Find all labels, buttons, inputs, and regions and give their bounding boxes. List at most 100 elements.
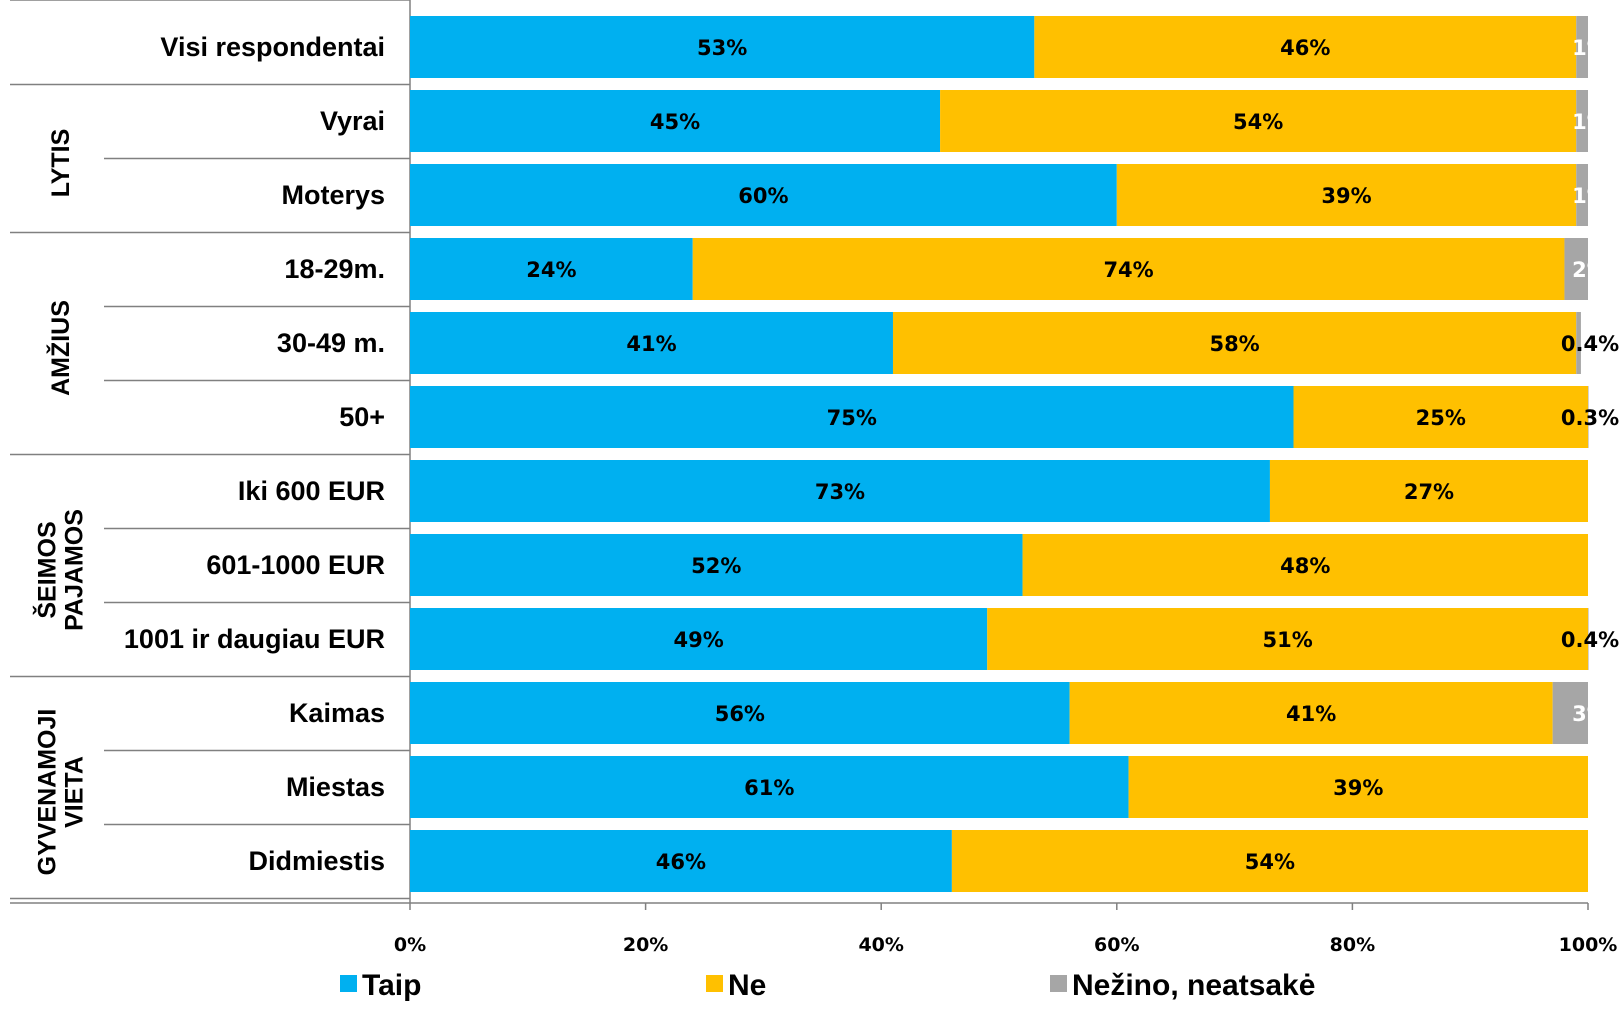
bar-ne-30-49-m: [892, 312, 1577, 374]
bar-taip-moterys: [410, 164, 1117, 226]
bar-taip-didmiestis: [410, 830, 952, 892]
value-label-ne-kaimas: 41%: [1286, 702, 1336, 726]
group-labels: LYTIS AMŽIUS ŠEIMOS PAJAMOS GYVENAMOJI VIETA: [32, 129, 89, 876]
value-label-ne-moterys: 39%: [1321, 184, 1371, 208]
bar-ne-didmiestis: [951, 830, 1588, 892]
value-label-taip-30-49-m: 41%: [626, 332, 676, 356]
category-label-18-29m: 18-29m.: [284, 254, 385, 284]
value-label-nezino-neatsake-vyrai: 1%: [1572, 110, 1608, 134]
bar-ne-1001-ir-daugiau-eur: [987, 608, 1588, 670]
bar-ne-moterys: [1116, 164, 1577, 226]
value-label-taip-visi-respondentai: 53%: [697, 36, 747, 60]
bar-taip-visi-respondentai: [410, 16, 1035, 78]
value-label-ne-50: 25%: [1416, 406, 1466, 430]
value-label-taip-miestas: 61%: [744, 776, 794, 800]
bar-ne-miestas: [1128, 756, 1588, 818]
category-labels: Visi respondentai Vyrai Moterys 18-29m. 30-4…: [124, 32, 385, 876]
bar-nezino-neatsake-visi-respondentai: [1576, 16, 1588, 78]
value-label-ne-visi-respondentai: 46%: [1280, 36, 1330, 60]
bar-ne-visi-respondentai: [1034, 16, 1577, 78]
legend: Taip Ne Nežino, neatsakė: [340, 969, 1315, 1002]
legend-swatch-ne: [706, 975, 723, 992]
category-label-moterys: Moterys: [281, 180, 385, 210]
category-label-miestas: Miestas: [286, 772, 385, 802]
category-label-30-49-m: 30-49 m.: [277, 328, 385, 358]
legend-label-nezino-neatsake: Nežino, neatsakė: [1072, 969, 1315, 1002]
bar-ne-iki-600-eur: [1269, 460, 1588, 522]
category-label-iki-600-eur: Iki 600 EUR: [238, 476, 385, 506]
value-label-ne-1001-ir-daugiau-eur: 51%: [1262, 628, 1312, 652]
group-label-amzius: AMŽIUS: [45, 300, 75, 396]
category-label-didmiestis: Didmiestis: [248, 846, 385, 876]
value-label-ne-vyrai: 54%: [1233, 110, 1283, 134]
bar-ne-kaimas: [1069, 682, 1553, 744]
legend-swatch-taip: [340, 975, 357, 992]
category-label-1001-ir-daugiau-eur: 1001 ir daugiau EUR: [124, 624, 385, 654]
value-label-taip-601-1000-eur: 52%: [691, 554, 741, 578]
category-label-kaimas: Kaimas: [289, 698, 385, 728]
value-label-taip-didmiestis: 46%: [656, 850, 706, 874]
bar-nezino-neatsake-30-49-m: [1576, 312, 1581, 374]
value-label-taip-kaimas: 56%: [715, 702, 765, 726]
bar-taip-50: [410, 386, 1294, 448]
group-label-gyvenamoji: GYVENAMOJI: [34, 709, 62, 876]
value-label-ne-601-1000-eur: 48%: [1280, 554, 1330, 578]
value-labels: 53% 46% 1% 45% 54% 1% 60% 39% 1% 24% 74% 2% 41% 58% 0.…: [526, 36, 1619, 874]
value-label-taip-iki-600-eur: 73%: [815, 480, 865, 504]
value-label-taip-1001-ir-daugiau-eur: 49%: [673, 628, 723, 652]
category-label-vyrai: Vyrai: [320, 106, 385, 136]
bar-nezino-neatsake-1001-ir-daugiau-eur: [1588, 608, 1589, 670]
bar-ne-601-1000-eur: [1022, 534, 1588, 596]
legend-swatch-nezino-neatsake: [1050, 975, 1067, 992]
x-tick-label-40: 40%: [858, 934, 903, 956]
category-label-50: 50+: [339, 402, 385, 432]
group-label-seimos: ŠEIMOS: [32, 521, 62, 618]
value-label-taip-vyrai: 45%: [650, 110, 700, 134]
value-label-nezino-neatsake-visi-respondentai: 1%: [1572, 36, 1608, 60]
value-label-ne-miestas: 39%: [1333, 776, 1383, 800]
category-label-visi-respondentai: Visi respondentai: [160, 32, 385, 62]
value-label-ne-didmiestis: 54%: [1245, 850, 1295, 874]
bar-taip-iki-600-eur: [410, 460, 1270, 522]
value-label-ne-30-49-m: 58%: [1209, 332, 1259, 356]
value-label-ne-iki-600-eur: 27%: [1404, 480, 1454, 504]
value-label-nezino-neatsake-moterys: 1%: [1572, 184, 1608, 208]
x-axis: 0% 20% 40% 60% 80% 100%: [10, 902, 1618, 956]
value-label-nezino-neatsake-kaimas: 3%: [1572, 702, 1608, 726]
value-label-taip-18-29m: 24%: [526, 258, 576, 282]
bar-nezino-neatsake-vyrai: [1576, 90, 1588, 152]
bar-taip-kaimas: [410, 682, 1070, 744]
bar-ne-18-29m: [692, 238, 1565, 300]
bar-taip-miestas: [410, 756, 1129, 818]
group-label-vieta: VIETA: [61, 756, 89, 828]
x-tick-label-20: 20%: [623, 934, 668, 956]
value-label-nezino-neatsake-30-49-m: 0.4%: [1561, 332, 1619, 356]
bar-taip-vyrai: [410, 90, 941, 152]
value-label-nezino-neatsake-50: 0.3%: [1561, 406, 1619, 430]
bar-ne-vyrai: [940, 90, 1577, 152]
bar-taip-1001-ir-daugiau-eur: [410, 608, 988, 670]
value-label-taip-50: 75%: [827, 406, 877, 430]
value-label-nezino-neatsake-18-29m: 2%: [1572, 258, 1608, 282]
bar-nezino-neatsake-18-29m: [1564, 238, 1588, 300]
value-label-ne-18-29m: 74%: [1103, 258, 1153, 282]
x-tick-label-80: 80%: [1330, 934, 1375, 956]
bar-nezino-neatsake-kaimas: [1552, 682, 1588, 744]
bar-taip-18-29m: [410, 238, 693, 300]
x-tick-label-100: 100%: [1559, 934, 1618, 956]
legend-label-ne: Ne: [728, 969, 766, 1002]
bars: [410, 16, 1589, 892]
table-grid-lines: [10, 0, 411, 903]
bar-taip-30-49-m: [410, 312, 893, 374]
value-label-taip-moterys: 60%: [738, 184, 788, 208]
category-label-601-1000-eur: 601-1000 EUR: [206, 550, 385, 580]
x-tick-label-60: 60%: [1094, 934, 1139, 956]
bar-taip-601-1000-eur: [410, 534, 1023, 596]
group-label-lytis: LYTIS: [47, 129, 75, 198]
value-label-nezino-neatsake-1001-ir-daugiau-eur: 0.4%: [1561, 628, 1619, 652]
group-label-pajamos: PAJAMOS: [61, 509, 89, 631]
bar-ne-50: [1293, 386, 1588, 448]
bar-nezino-neatsake-50: [1588, 386, 1589, 448]
x-tick-label-0: 0%: [394, 934, 426, 956]
